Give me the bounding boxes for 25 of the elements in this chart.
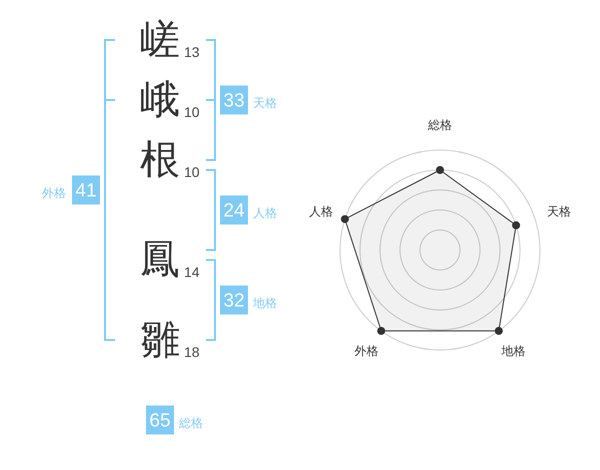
total-name: 天格 (253, 96, 277, 110)
total: 33 (220, 86, 248, 114)
total-name: 総格 (179, 416, 203, 430)
total: 41 (72, 176, 100, 204)
stroke-count: 14 (184, 264, 200, 280)
total: 65 (146, 406, 174, 434)
spoke-label: 人格 (309, 204, 334, 218)
character: 峨 (140, 78, 180, 122)
stroke-count: 10 (184, 164, 200, 180)
total-name: 人格 (253, 206, 277, 220)
total-name: 外格 (42, 186, 66, 200)
stroke-count: 18 (184, 344, 200, 360)
stroke-count: 10 (184, 104, 200, 120)
spoke-label: 天格 (546, 204, 571, 218)
character: 鳳 (140, 238, 180, 282)
character: 雛 (140, 318, 180, 362)
spoke-label: 外格 (354, 344, 379, 358)
spoke-label: 地格 (501, 344, 526, 358)
spoke-label: 総格 (428, 118, 452, 132)
total: 32 (220, 286, 248, 314)
stroke-count: 13 (184, 44, 200, 60)
character: 嵯 (140, 18, 180, 62)
total: 24 (220, 196, 248, 224)
total-name: 地格 (253, 296, 277, 310)
character: 根 (140, 138, 180, 182)
